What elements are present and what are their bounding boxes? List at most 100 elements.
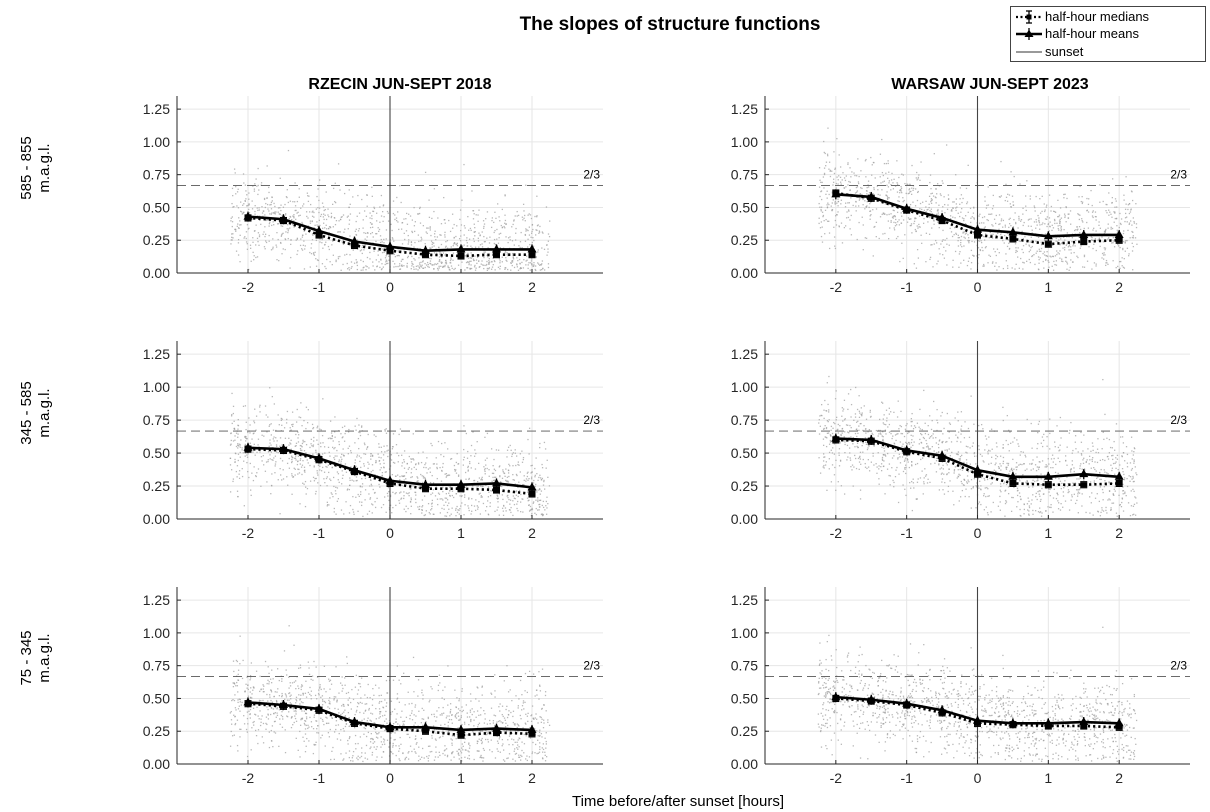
raw-sample-point — [309, 203, 312, 206]
raw-sample-point — [411, 230, 413, 233]
raw-sample-point — [319, 215, 322, 218]
raw-sample-point — [273, 224, 275, 226]
raw-sample-point — [289, 200, 292, 202]
raw-sample-point — [478, 232, 480, 234]
raw-sample-point — [501, 261, 503, 263]
raw-sample-point — [475, 214, 477, 216]
raw-sample-point — [311, 239, 314, 241]
raw-sample-point — [253, 190, 256, 192]
raw-sample-point — [369, 212, 371, 214]
raw-sample-point — [373, 207, 376, 210]
raw-sample-point — [414, 241, 416, 244]
raw-sample-point — [303, 203, 305, 205]
raw-sample-point — [469, 260, 471, 263]
raw-sample-point — [433, 252, 436, 254]
raw-sample-point — [309, 211, 311, 213]
raw-sample-point — [231, 202, 233, 205]
raw-sample-point — [280, 225, 282, 227]
raw-sample-point — [356, 261, 358, 263]
raw-sample-point — [404, 238, 406, 241]
raw-sample-point — [494, 229, 496, 232]
raw-sample-point — [358, 228, 360, 230]
raw-sample-point — [434, 236, 436, 238]
raw-sample-point — [316, 224, 318, 226]
raw-sample-point — [547, 263, 550, 265]
raw-sample-point — [424, 266, 426, 269]
raw-sample-point — [314, 251, 316, 253]
raw-sample-point — [511, 226, 513, 228]
raw-sample-point — [398, 255, 400, 257]
raw-sample-point — [251, 208, 254, 210]
raw-sample-point — [430, 240, 433, 242]
raw-sample-point — [328, 215, 330, 218]
raw-sample-point — [297, 250, 299, 252]
raw-sample-point — [260, 223, 262, 226]
raw-sample-point — [265, 241, 268, 244]
raw-sample-point — [445, 245, 447, 247]
raw-sample-point — [472, 218, 475, 220]
raw-sample-point — [464, 255, 466, 257]
raw-sample-point — [316, 195, 318, 198]
raw-sample-point — [363, 210, 366, 212]
raw-sample-point — [512, 254, 514, 256]
raw-sample-point — [294, 205, 297, 207]
raw-sample-point — [304, 245, 306, 247]
raw-sample-point — [258, 244, 260, 246]
raw-sample-point — [318, 207, 321, 209]
raw-sample-point — [520, 267, 522, 269]
raw-sample-point — [335, 259, 337, 261]
raw-sample-point — [392, 200, 395, 202]
raw-sample-point — [439, 253, 441, 255]
raw-sample-point — [271, 196, 273, 199]
raw-sample-point — [488, 260, 490, 262]
raw-sample-point — [516, 215, 518, 217]
raw-sample-point — [519, 263, 521, 265]
raw-sample-point — [470, 267, 473, 270]
x-tick-label: -2 — [242, 279, 255, 295]
raw-sample-point — [268, 223, 271, 225]
raw-sample-point — [406, 262, 408, 265]
raw-sample-point — [406, 265, 408, 267]
raw-sample-point — [285, 231, 287, 233]
raw-sample-point — [531, 263, 533, 265]
raw-sample-point — [511, 240, 514, 242]
raw-sample-point — [411, 219, 414, 221]
raw-sample-point — [249, 244, 252, 246]
raw-sample-point — [413, 225, 416, 227]
raw-sample-point — [274, 211, 276, 213]
raw-sample-point — [294, 209, 296, 212]
raw-sample-point — [307, 195, 309, 197]
raw-sample-point — [407, 243, 409, 245]
raw-sample-point — [459, 209, 462, 211]
raw-sample-point — [456, 244, 459, 247]
raw-sample-point — [474, 264, 476, 267]
raw-sample-point — [483, 235, 485, 238]
raw-sample-point — [372, 210, 375, 213]
raw-sample-point — [524, 214, 526, 217]
raw-sample-point — [395, 265, 397, 268]
raw-sample-point — [548, 235, 551, 238]
raw-sample-point — [295, 218, 297, 221]
raw-sample-point — [244, 236, 246, 238]
raw-sample-point — [507, 241, 509, 244]
raw-sample-point — [366, 232, 369, 234]
raw-sample-point — [499, 232, 502, 235]
raw-sample-point — [473, 240, 475, 243]
y-tick-label: 0.25 — [143, 232, 170, 248]
raw-sample-point — [254, 210, 256, 213]
raw-sample-point — [309, 220, 312, 222]
raw-sample-point — [445, 241, 447, 243]
raw-sample-point — [286, 189, 288, 191]
raw-sample-point — [357, 194, 359, 197]
raw-sample-point — [275, 246, 278, 248]
raw-sample-point — [298, 188, 300, 190]
raw-sample-point — [433, 245, 435, 247]
raw-sample-point — [309, 222, 312, 224]
raw-sample-point — [417, 213, 420, 215]
raw-sample-point — [447, 265, 449, 267]
raw-sample-point — [266, 203, 269, 206]
raw-sample-point — [338, 231, 340, 233]
raw-sample-point — [405, 218, 407, 220]
raw-sample-point — [484, 251, 487, 253]
raw-sample-point — [394, 214, 396, 216]
